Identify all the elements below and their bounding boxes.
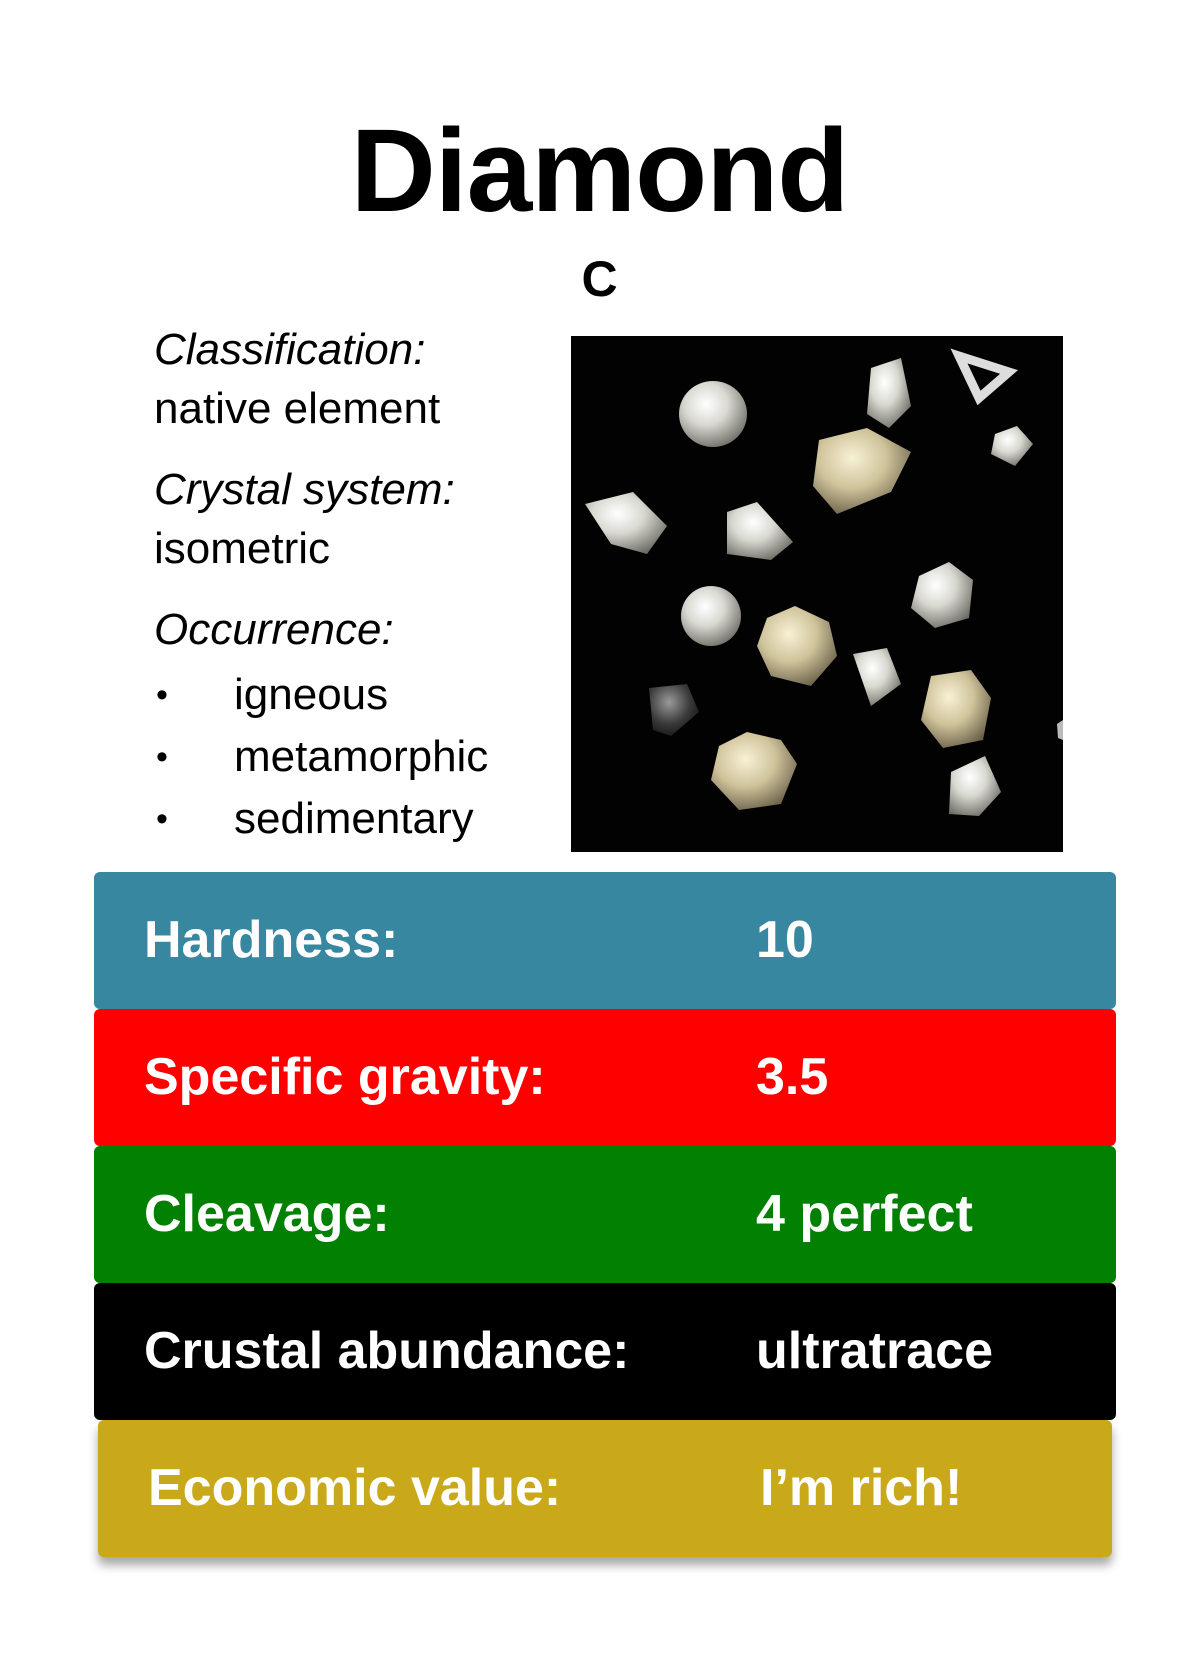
property-row-crustal-abundance: Crustal abundance: ultratrace — [94, 1283, 1116, 1420]
property-value: 10 — [756, 911, 814, 969]
diamond-crystals-icon — [585, 348, 1063, 816]
property-row-cleavage: Cleavage: 4 perfect — [94, 1146, 1116, 1283]
bullet-icon: • — [156, 738, 168, 776]
property-value: I’m rich! — [760, 1459, 963, 1517]
properties-table: Hardness: 10 Specific gravity: 3.5 Cleav… — [94, 872, 1116, 1557]
occurrence-item: • metamorphic — [154, 726, 574, 788]
occurrence-item-text: metamorphic — [234, 732, 489, 781]
property-value: 4 perfect — [756, 1185, 973, 1243]
mineral-name-title: Diamond — [350, 105, 850, 237]
property-row-hardness: Hardness: 10 — [94, 872, 1116, 1009]
crystal-system-label: Crystal system: — [154, 465, 455, 514]
mineral-info-block: Classification: native element Crystal s… — [154, 320, 574, 850]
crystal-system-value: isometric — [154, 524, 331, 573]
property-label: Specific gravity: — [144, 1048, 546, 1106]
property-value: 3.5 — [756, 1048, 829, 1106]
property-value: ultratrace — [756, 1322, 993, 1380]
property-label: Economic value: — [148, 1459, 562, 1517]
classification-label: Classification: — [154, 325, 426, 374]
property-row-specific-gravity: Specific gravity: 3.5 — [94, 1009, 1116, 1146]
occurrence-label: Occurrence: — [154, 605, 394, 654]
occurrence-list: • igneous • metamorphic • sedimentary — [154, 664, 574, 850]
bullet-icon: • — [156, 676, 168, 714]
property-row-economic-value: Economic value: I’m rich! — [98, 1420, 1112, 1557]
chemical-formula: C — [581, 251, 618, 307]
property-label: Cleavage: — [144, 1185, 390, 1243]
property-label: Crustal abundance: — [144, 1322, 630, 1380]
occurrence-item-text: igneous — [234, 670, 389, 719]
classification-value: native element — [154, 384, 441, 433]
occurrence-item: • sedimentary — [154, 788, 574, 850]
diamond-crystals-photo — [571, 336, 1063, 852]
occurrence-item-text: sedimentary — [234, 794, 474, 843]
property-label: Hardness: — [144, 911, 399, 969]
bullet-icon: • — [156, 800, 168, 838]
occurrence-item: • igneous — [154, 664, 574, 726]
